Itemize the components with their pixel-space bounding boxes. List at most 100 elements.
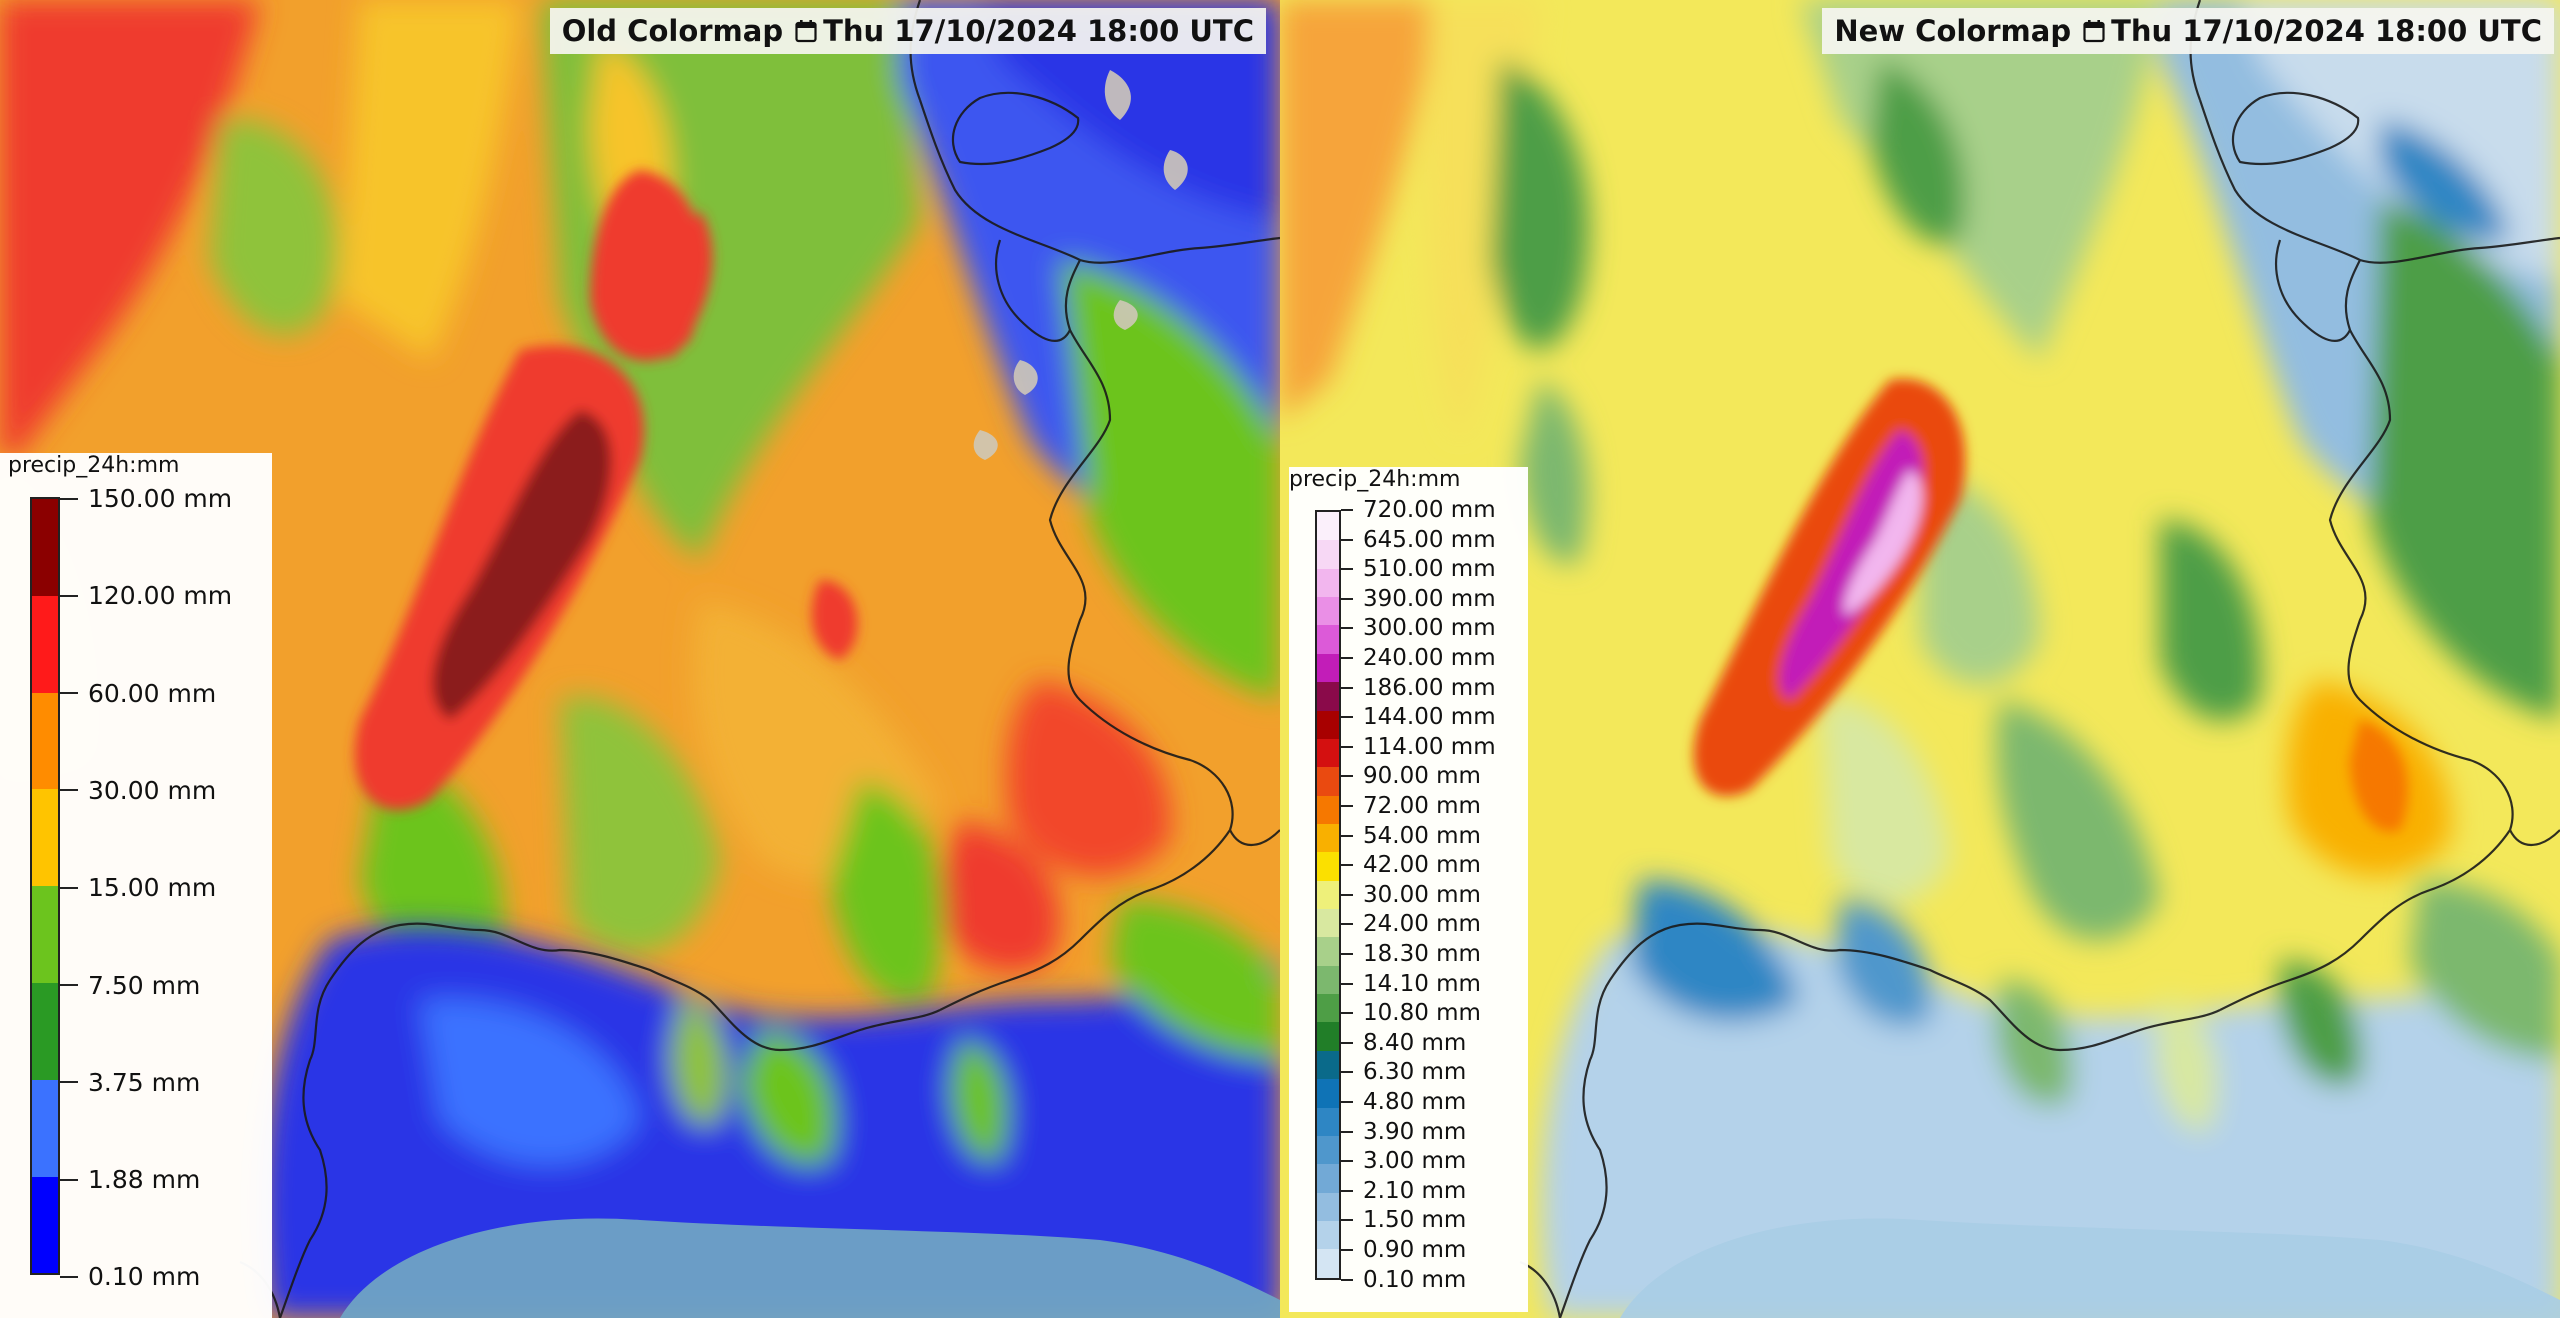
legend-tick-text: 510.00 mm <box>1363 556 1496 583</box>
legend-color-segment <box>1317 852 1339 881</box>
legend-color-segment <box>1317 710 1339 739</box>
legend-tick-label: 144.00 mm <box>1341 704 1496 730</box>
legend-tick-label: 30.00 mm <box>1341 882 1481 908</box>
legend-tick-text: 114.00 mm <box>1363 733 1496 760</box>
legend-tick-text: 2.10 mm <box>1363 1177 1467 1204</box>
legend-tick-mark <box>1341 657 1353 659</box>
legend-tick-text: 1.50 mm <box>1363 1207 1467 1234</box>
legend-tick-mark <box>1341 538 1353 541</box>
legend-tick-text: 3.90 mm <box>1363 1118 1467 1145</box>
legend-color-segment <box>1317 1107 1339 1136</box>
legend-tick-mark <box>60 1275 78 1278</box>
legend-tick-text: 3.75 mm <box>88 1067 201 1097</box>
legend-color-segment <box>1317 1022 1339 1051</box>
legend-tick-text: 54.00 mm <box>1363 822 1481 849</box>
legend-tick-text: 150.00 mm <box>88 484 233 513</box>
panel-title: New Colormap <box>1834 14 2072 48</box>
legend-color-segment <box>32 1176 58 1274</box>
legend-color-segment <box>1317 767 1339 796</box>
legend-tick-text: 15.00 mm <box>88 873 217 903</box>
legend-color-segment <box>1317 1164 1339 1193</box>
legend-color-segment <box>1317 1192 1339 1221</box>
legend-new-colormap: precip_24h:mm 720.00 mm 645.00 mm 510.00 m… <box>1289 467 1528 1312</box>
legend-tick-label: 2.10 mm <box>1341 1178 1466 1204</box>
legend-tick-label: 60.00 mm <box>60 679 216 708</box>
legend-tick-mark <box>60 497 78 500</box>
legend-tick-text: 30.00 mm <box>1363 881 1481 908</box>
legend-color-bar <box>30 497 60 1276</box>
legend-tick-label: 300.00 mm <box>1341 615 1496 641</box>
map-panel-old-colormap[interactable]: Old Colormap Thu 17/10/2024 18:00 UTC pr… <box>0 0 1280 1318</box>
legend-color-segment <box>1317 909 1339 938</box>
legend-color-segment <box>1317 738 1339 768</box>
legend-title: precip_24h:mm <box>8 453 180 478</box>
legend-tick-text: 1.88 mm <box>88 1165 201 1195</box>
legend-tick-label: 120.00 mm <box>60 581 232 610</box>
legend-tick-mark <box>1341 1278 1353 1281</box>
legend-color-segment <box>1317 512 1339 541</box>
legend-tick-text: 3.00 mm <box>1363 1148 1467 1175</box>
legend-tick-mark <box>1341 805 1353 807</box>
legend-tick-label: 15.00 mm <box>60 873 216 902</box>
legend-tick-text: 8.40 mm <box>1363 1029 1467 1056</box>
legend-tick-label: 42.00 mm <box>1341 852 1481 878</box>
legend-tick-text: 72.00 mm <box>1363 793 1481 819</box>
legend-tick-mark <box>1341 1160 1353 1163</box>
legend-tick-label: 24.00 mm <box>1341 911 1481 937</box>
legend-tick-label: 3.00 mm <box>1341 1148 1466 1174</box>
legend-tick-mark <box>1341 1071 1353 1074</box>
legend-tick-mark <box>1341 509 1353 511</box>
legend-tick-mark <box>1341 982 1353 985</box>
legend-tick-mark <box>1341 568 1353 571</box>
legend-tick-label: 90.00 mm <box>1341 763 1481 789</box>
legend-tick-text: 14.10 mm <box>1363 970 1481 997</box>
legend-tick-text: 30.00 mm <box>88 775 217 805</box>
legend-tick-mark <box>1341 923 1353 926</box>
legend-color-segment <box>32 982 58 1080</box>
legend-color-segment <box>32 1079 58 1177</box>
legend-tick-label: 72.00 mm <box>1341 793 1481 819</box>
legend-color-segment <box>1317 1135 1339 1165</box>
map-header-new: New Colormap Thu 17/10/2024 18:00 UTC <box>1822 8 2554 54</box>
legend-color-segment <box>1317 994 1339 1023</box>
legend-tick-mark <box>60 1081 78 1084</box>
legend-tick-mark <box>60 886 78 889</box>
legend-tick-text: 186.00 mm <box>1363 674 1496 701</box>
legend-tick-label: 150.00 mm <box>60 484 232 513</box>
legend-tick-label: 720.00 mm <box>1341 497 1496 523</box>
legend-tick-text: 6.30 mm <box>1363 1059 1467 1086</box>
legend-color-segment <box>1317 625 1339 654</box>
legend-color-segment <box>1317 880 1339 910</box>
legend-tick-mark <box>1341 1189 1353 1192</box>
legend-tick-mark <box>1341 1101 1353 1103</box>
legend-tick-mark <box>1341 716 1353 719</box>
legend-title: precip_24h:mm <box>1289 467 1461 492</box>
legend-tick-mark <box>1341 1130 1353 1133</box>
legend-tick-label: 3.90 mm <box>1341 1119 1466 1145</box>
legend-tick-label: 4.80 mm <box>1341 1089 1466 1115</box>
legend-tick-mark <box>1341 686 1353 689</box>
legend-tick-mark <box>1341 775 1353 778</box>
legend-tick-text: 645.00 mm <box>1363 526 1496 553</box>
legend-tick-mark <box>1341 1219 1353 1222</box>
map-panel-new-colormap[interactable]: New Colormap Thu 17/10/2024 18:00 UTC pr… <box>1280 0 2560 1318</box>
legend-tick-mark <box>1341 627 1353 630</box>
legend-tick-mark <box>60 984 78 986</box>
legend-tick-label: 1.88 mm <box>60 1165 200 1194</box>
map-header-old: Old Colormap Thu 17/10/2024 18:00 UTC <box>549 8 1266 54</box>
legend-tick-text: 7.50 mm <box>88 970 201 1000</box>
legend-tick-label: 645.00 mm <box>1341 527 1496 553</box>
legend-tick-label: 54.00 mm <box>1341 823 1481 849</box>
legend-color-segment <box>1317 1220 1339 1250</box>
legend-color-segment <box>32 499 58 596</box>
legend-color-segment <box>1317 597 1339 626</box>
calendar-icon <box>795 20 817 43</box>
legend-tick-label: 18.30 mm <box>1341 941 1481 967</box>
legend-color-segment <box>32 886 58 983</box>
legend-tick-label: 0.10 mm <box>60 1262 200 1291</box>
legend-tick-mark <box>1341 1249 1353 1251</box>
legend-tick-text: 60.00 mm <box>88 678 217 708</box>
legend-tick-label: 10.80 mm <box>1341 1000 1481 1026</box>
legend-tick-label: 3.75 mm <box>60 1068 200 1097</box>
legend-tick-text: 300.00 mm <box>1363 615 1496 642</box>
